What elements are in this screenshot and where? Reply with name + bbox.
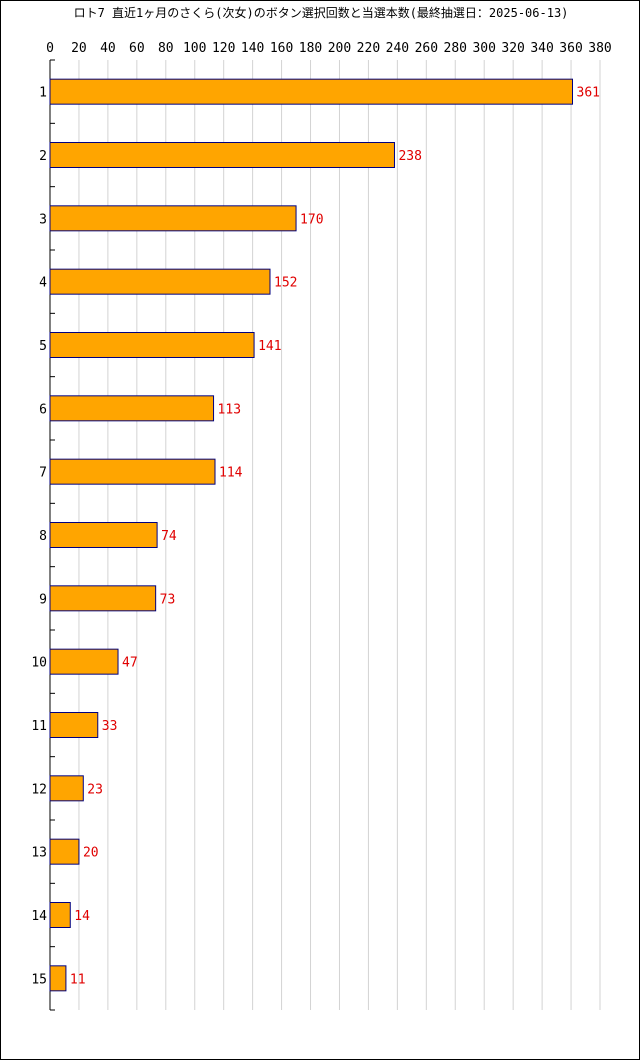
x-tick-label: 160: [270, 41, 293, 56]
value-label: 74: [161, 529, 177, 544]
bar: [49, 142, 395, 168]
x-tick-label: 60: [129, 41, 145, 56]
bar: [49, 585, 157, 612]
value-label: 23: [87, 782, 103, 797]
value-label: 114: [219, 466, 243, 481]
category-label: 6: [39, 402, 47, 417]
category-label: 7: [39, 466, 47, 481]
x-tick-label: 340: [530, 41, 553, 56]
bar: [49, 332, 255, 358]
bar: [49, 902, 71, 928]
category-label: 9: [39, 592, 47, 607]
category-label: 13: [31, 846, 47, 861]
x-tick-label: 280: [444, 41, 467, 56]
x-tick-label: 180: [299, 41, 322, 56]
category-label: 14: [31, 909, 47, 924]
value-label: 113: [218, 402, 241, 417]
category-label: 5: [39, 339, 47, 354]
value-label: 11: [70, 972, 86, 987]
bar: [49, 775, 84, 802]
x-tick-label: 100: [183, 41, 206, 56]
value-label: 73: [160, 592, 176, 607]
bar: [49, 458, 216, 485]
value-label: 361: [577, 86, 600, 101]
value-label: 47: [122, 656, 138, 671]
bar: [49, 712, 99, 738]
bar: [49, 395, 215, 422]
x-tick-label: 20: [71, 41, 87, 56]
category-label: 10: [31, 656, 47, 671]
category-label: 1: [39, 86, 47, 101]
x-tick-label: 320: [501, 41, 524, 56]
bar: [49, 268, 271, 295]
category-label: 8: [39, 529, 47, 544]
bar: [49, 648, 119, 675]
x-tick-label: 80: [158, 41, 174, 56]
bar: [49, 522, 158, 548]
value-label: 33: [102, 719, 118, 734]
value-label: 170: [300, 212, 323, 227]
x-tick-label: 240: [386, 41, 409, 56]
category-label: 2: [39, 149, 47, 164]
bar: [49, 965, 67, 992]
value-label: 152: [274, 276, 297, 291]
x-tick-label: 220: [357, 41, 380, 56]
category-label: 3: [39, 212, 47, 227]
x-tick-label: 300: [472, 41, 495, 56]
category-label: 15: [31, 972, 47, 987]
category-label: 12: [31, 782, 47, 797]
chart-title: ロト7 直近1ヶ月のさくら(次女)のボタン選択回数と当選本数(最終抽選日：202…: [73, 6, 569, 20]
x-tick-label: 380: [588, 41, 611, 56]
x-tick-label: 40: [100, 41, 116, 56]
x-tick-label: 360: [559, 41, 582, 56]
bar: [49, 838, 80, 865]
x-tick-label: 140: [241, 41, 264, 56]
x-tick-label: 0: [46, 41, 54, 56]
value-label: 20: [83, 846, 99, 861]
x-tick-label: 200: [328, 41, 351, 56]
category-label: 4: [39, 276, 47, 291]
value-label: 14: [74, 909, 90, 924]
value-label: 238: [398, 149, 421, 164]
value-label: 141: [258, 339, 281, 354]
category-label: 11: [31, 719, 47, 734]
bar: [49, 205, 297, 232]
x-tick-label: 260: [415, 41, 438, 56]
x-tick-label: 120: [212, 41, 235, 56]
bar: [49, 78, 573, 105]
